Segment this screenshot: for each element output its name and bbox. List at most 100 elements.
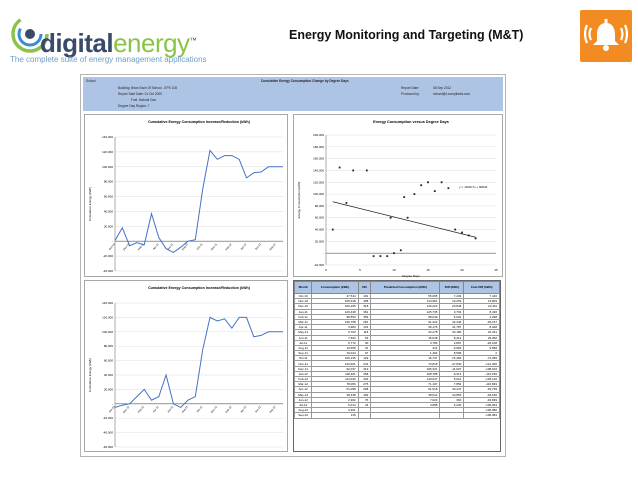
cum-bottom-xtick: Aug-11: [180, 404, 189, 413]
energy-report: School Cumulative Energy Consumption Cha…: [80, 74, 506, 457]
scatter-xtick: 15: [426, 268, 430, 272]
cum-bottom-xtick: Jun-11: [166, 404, 174, 413]
slide-title: Energy Monitoring and Targeting (M&T): [289, 28, 524, 42]
scatter-point: [365, 169, 368, 172]
scatter-point: [393, 252, 395, 255]
scatter-ytick: 80,000: [315, 204, 325, 208]
table-row: Dec-11 92,037 319 106,321 -11,907 -108,616: [293, 365, 500, 372]
scatter-ytick: 120,000: [313, 180, 324, 184]
cum-bottom-title: Cumulative Energy Consumption Increase/R…: [148, 286, 251, 290]
cum-top-xtick: Aug-12: [268, 242, 277, 251]
tagline: The complete suite of energy management …: [10, 55, 207, 64]
scatter-chart-svg: Energy Consumption versus Degree Days Ene…: [297, 120, 498, 278]
digitalenergy-logo: digitalenergy™: [6, 8, 206, 64]
report-fuel: Fuel: Natural Gas: [131, 98, 156, 102]
cum-bottom-xtick: Oct-10: [108, 404, 116, 413]
cum-top-ytick: -20,000: [103, 254, 114, 258]
cum-bottom-ytick: -: [112, 402, 113, 406]
report-header: School Cumulative Energy Consumption Cha…: [83, 77, 503, 111]
scatter-ytick: 140,000: [313, 168, 324, 172]
scatter-point: [352, 169, 355, 172]
scatter-point: [345, 202, 348, 204]
cum-bottom-ytick: -20,000: [103, 416, 114, 420]
scatter-ytick: 60,000: [315, 216, 325, 220]
cum-top-xtick: Jun-11: [166, 242, 174, 251]
cum-bottom-ytick: 40,000: [104, 373, 114, 377]
cum-bottom-xtick: Aug-12: [268, 404, 277, 413]
table-header-cell: Predicted Consumption (kWh): [370, 281, 441, 294]
produced-by-label: Produced by:: [401, 92, 420, 96]
table-cell: Sep-12: [293, 412, 313, 419]
cum-top-ylabel: Cumulative Energy (kWh): [88, 187, 92, 221]
scatter-xtick: 0: [325, 268, 327, 272]
scatter-ytick: 160,000: [313, 157, 324, 161]
scatter-point: [447, 187, 450, 190]
scatter-point: [427, 181, 429, 184]
cum-top-xtick: Feb-11: [137, 242, 146, 251]
scatter-ylabel: Energy Consumption (kWh): [297, 182, 301, 219]
cum-top-ytick: -40,000: [103, 269, 114, 273]
cum-top-ytick: 60,000: [104, 195, 114, 199]
table-header-cell: Cum Diff (kWh): [463, 281, 500, 294]
scatter-point: [461, 231, 463, 234]
scatter-ytick: -20,000: [314, 263, 325, 267]
table-row: Sep-12 115 -100,084: [293, 412, 500, 419]
cum-bottom-xtick: Apr-12: [239, 404, 247, 413]
table-header-cell: Diff (kWh): [439, 281, 465, 294]
scatter-ytick: 180,000: [313, 145, 324, 149]
cum-bottom-ytick: 140,000: [102, 301, 113, 305]
scatter-xtick: 5: [359, 268, 361, 272]
scatter-ytick: -: [323, 251, 324, 255]
table-header-row: Month Consumption (kWh) DD Predicted Consum…: [293, 281, 500, 294]
report-title: Cumulative Energy Consumption Change by …: [261, 79, 349, 83]
logo-suffix: energy: [113, 28, 190, 58]
table-header-cell: Month: [293, 281, 313, 294]
cumulative-chart-bottom: Cumulative Energy Consumption Increase/R…: [84, 280, 288, 452]
cum-top-xtick: Apr-12: [239, 242, 247, 251]
cum-top-xtick: Dec-11: [210, 242, 219, 251]
report-degree-region: Degree Day Region: 7: [118, 104, 150, 108]
cumulative-chart-bottom-svg: Cumulative Energy Consumption Increase/R…: [88, 286, 283, 449]
scatter-ytick: 200,000: [313, 133, 324, 137]
cum-bottom-xtick: Feb-12: [224, 404, 233, 413]
scatter-point: [454, 228, 457, 231]
scatter-ytick: 20,000: [315, 239, 325, 243]
cum-top-ytick: 100,000: [102, 165, 113, 169]
cum-bottom-ytick: 60,000: [104, 359, 114, 363]
cum-top-series-line: [114, 149, 283, 253]
scatter-point: [386, 255, 389, 258]
scatter-point: [372, 255, 375, 258]
cum-bottom-ytick: -60,000: [103, 445, 114, 449]
scatter-point: [406, 216, 409, 219]
cum-top-ytick: 80,000: [104, 180, 114, 184]
scatter-xtick: 10: [392, 268, 396, 272]
scatter-equation: y = -3049.7x + 90643: [459, 185, 488, 189]
scatter-point: [474, 237, 477, 240]
cum-top-ytick: 20,000: [104, 224, 114, 228]
cum-top-ytick: 120,000: [102, 150, 113, 154]
scatter-xtick: 25: [494, 268, 498, 272]
cum-top-xtick: Oct-11: [195, 242, 203, 251]
cumulative-chart-top: Cumulative Energy Consumption Increase/R…: [84, 114, 288, 277]
scatter-point: [399, 249, 402, 252]
table-cell: 115: [311, 412, 359, 419]
scatter-point: [440, 181, 443, 184]
cum-top-ytick: 40,000: [104, 209, 114, 213]
scatter-point: [338, 166, 341, 169]
cum-top-xtick: Oct-10: [108, 242, 116, 251]
cum-bottom-xtick: Dec-11: [210, 404, 219, 413]
scatter-ytick: 100,000: [313, 192, 324, 196]
table-cell: [439, 412, 465, 419]
cum-bottom-xtick: Feb-11: [137, 404, 146, 413]
cum-bottom-ytick: 120,000: [102, 315, 113, 319]
cum-bottom-series-line: [114, 316, 283, 409]
table-cell: -100,084: [463, 412, 500, 419]
cum-top-xtick: Apr-11: [152, 242, 160, 251]
table-header-cell: DD: [357, 281, 372, 294]
logo-wordmark: digitalenergy™: [40, 28, 197, 59]
table-header-cell: Consumption (kWh): [311, 281, 359, 294]
cum-top-xtick: Aug-11: [180, 242, 189, 251]
cum-top-xtick: Feb-12: [224, 242, 233, 251]
report-date: 08 Sep 2012: [433, 86, 452, 90]
scatter-point: [413, 193, 416, 195]
